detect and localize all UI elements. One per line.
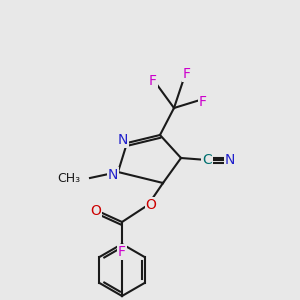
Text: F: F <box>183 67 191 81</box>
Text: CH₃: CH₃ <box>57 172 80 184</box>
Text: C: C <box>202 153 212 167</box>
Text: O: O <box>91 204 101 218</box>
Text: N: N <box>118 133 128 147</box>
Text: N: N <box>225 153 235 167</box>
Text: O: O <box>146 198 156 212</box>
Text: F: F <box>199 95 207 109</box>
Text: N: N <box>108 168 118 182</box>
Text: F: F <box>118 245 126 259</box>
Text: F: F <box>149 74 157 88</box>
